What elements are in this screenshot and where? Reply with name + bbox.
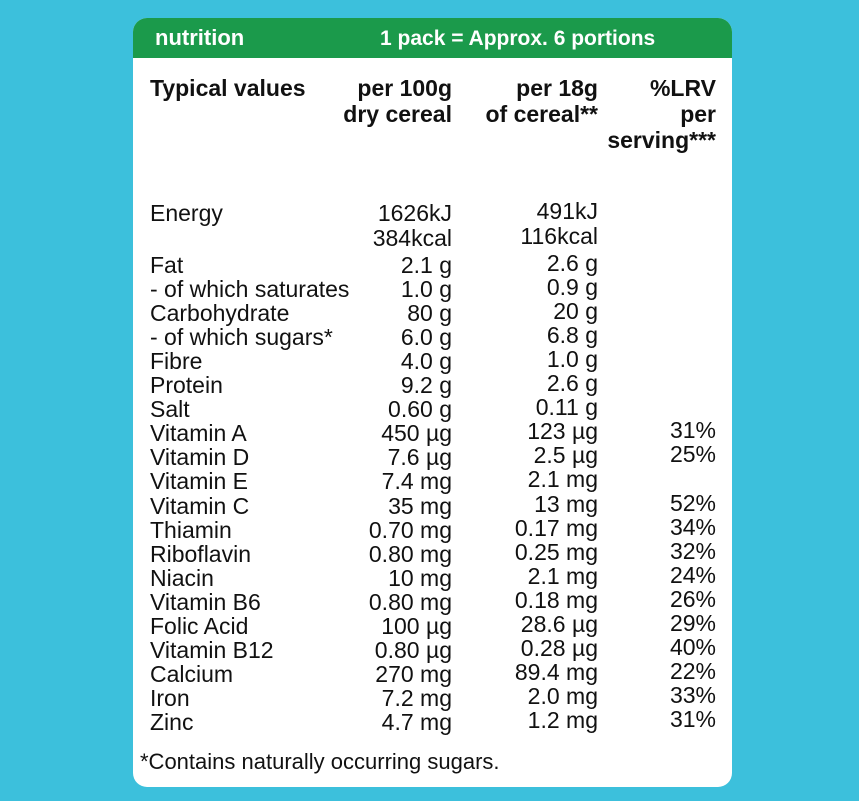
header-label: nutrition bbox=[155, 25, 245, 50]
column-header: per bbox=[680, 101, 716, 127]
value-18g: 2.6 g bbox=[546, 250, 598, 276]
row-label: Riboflavin bbox=[150, 540, 251, 567]
row-label: Niacin bbox=[150, 564, 214, 591]
value-100g: 10 mg bbox=[388, 564, 452, 591]
value-lrv: 34% bbox=[669, 513, 716, 540]
column-header: Typical values bbox=[150, 75, 306, 101]
value-18g: 20 g bbox=[553, 298, 598, 325]
value-lrv: 33% bbox=[669, 681, 716, 708]
row-label: Vitamin C bbox=[150, 492, 250, 519]
value-18g: 6.8 g bbox=[546, 322, 598, 349]
column-header: of cereal** bbox=[485, 101, 598, 127]
value-lrv: 31% bbox=[669, 705, 716, 732]
row-label: Vitamin B6 bbox=[150, 588, 261, 615]
value-100g: 0.70 mg bbox=[368, 516, 452, 543]
row-label: Vitamin A bbox=[150, 420, 247, 447]
value-18g: 1.0 g bbox=[546, 346, 598, 373]
value-100g: 9.2 g bbox=[400, 372, 452, 399]
row-label: - of which saturates bbox=[150, 276, 350, 303]
row-label: Carbohydrate bbox=[150, 300, 290, 327]
row-label: Vitamin E bbox=[150, 468, 249, 495]
value-100g: 7.2 mg bbox=[381, 684, 452, 711]
value-lrv: 24% bbox=[669, 561, 716, 588]
value-18g: 13 mg bbox=[534, 490, 598, 517]
row-label: Vitamin D bbox=[150, 444, 250, 471]
value-lrv: 40% bbox=[669, 633, 716, 660]
value-100g: 6.0 g bbox=[400, 324, 452, 351]
header-bar bbox=[133, 18, 732, 58]
value-lrv: 26% bbox=[669, 585, 716, 612]
value-100g: 4.7 mg bbox=[381, 708, 452, 735]
value-18g: 0.17 mg bbox=[514, 514, 598, 541]
value-18g: 0.25 mg bbox=[514, 538, 598, 565]
value-18g: 2.5 µg bbox=[533, 442, 598, 469]
column-header: dry cereal bbox=[343, 101, 452, 127]
value-100g: 80 g bbox=[407, 300, 452, 327]
value-18g: 89.4 mg bbox=[514, 658, 598, 685]
value-100g: 384kcal bbox=[372, 225, 452, 251]
value-100g: 4.0 g bbox=[400, 348, 452, 375]
value-100g: 1626kJ bbox=[377, 200, 452, 226]
row-label: Protein bbox=[150, 372, 223, 399]
value-18g: 2.1 mg bbox=[527, 466, 598, 493]
value-100g: 270 mg bbox=[375, 660, 452, 687]
row-label: Calcium bbox=[150, 660, 234, 687]
row-label: Fibre bbox=[150, 348, 203, 375]
value-18g: 2.0 mg bbox=[527, 682, 598, 709]
value-18g: 0.18 mg bbox=[514, 586, 598, 613]
row-label: Zinc bbox=[150, 708, 194, 735]
column-header: per 18g bbox=[516, 75, 598, 101]
footnote: *Contains naturally occurring sugars. bbox=[140, 749, 500, 774]
column-header: %LRV bbox=[649, 75, 716, 101]
value-lrv: 31% bbox=[669, 417, 716, 444]
row-label: - of which sugars* bbox=[150, 324, 333, 351]
header-portions: 1 pack = Approx. 6 portions bbox=[380, 27, 656, 50]
value-18g: 1.2 mg bbox=[527, 706, 598, 733]
row-label: Fat bbox=[150, 252, 184, 278]
value-18g: 0.28 µg bbox=[520, 634, 598, 661]
row-label: Salt bbox=[150, 396, 190, 423]
value-100g: 2.1 g bbox=[400, 252, 452, 278]
value-lrv: 52% bbox=[669, 489, 716, 516]
value-100g: 0.80 mg bbox=[368, 540, 452, 567]
value-18g: 28.6 µg bbox=[520, 610, 598, 637]
value-100g: 35 mg bbox=[388, 492, 452, 519]
row-label: Energy bbox=[150, 200, 223, 226]
value-lrv: 32% bbox=[669, 537, 716, 564]
value-100g: 450 µg bbox=[381, 420, 452, 447]
row-label: Thiamin bbox=[150, 516, 232, 543]
value-18g: 2.6 g bbox=[546, 370, 598, 397]
value-100g: 0.80 mg bbox=[368, 588, 452, 615]
row-label: Iron bbox=[150, 684, 190, 711]
value-18g: 0.11 g bbox=[535, 394, 598, 421]
value-18g: 2.1 mg bbox=[527, 562, 598, 589]
value-100g: 1.0 g bbox=[400, 276, 452, 303]
value-18g: 0.9 g bbox=[546, 274, 598, 301]
column-header: per 100g bbox=[357, 75, 452, 101]
value-100g: 0.60 g bbox=[388, 396, 452, 423]
row-label: Vitamin B12 bbox=[150, 636, 274, 663]
value-100g: 100 µg bbox=[381, 612, 452, 639]
row-label: Folic Acid bbox=[150, 612, 249, 639]
value-100g: 7.4 mg bbox=[381, 468, 452, 495]
column-header: serving*** bbox=[607, 127, 716, 153]
label-card bbox=[133, 18, 732, 787]
value-100g: 0.80 µg bbox=[374, 636, 452, 663]
value-lrv: 25% bbox=[669, 441, 716, 468]
value-18g: 123 µg bbox=[527, 418, 598, 445]
value-100g: 7.6 µg bbox=[387, 444, 452, 471]
value-18g: 491kJ bbox=[536, 198, 598, 224]
value-18g: 116kcal bbox=[520, 223, 598, 249]
value-lrv: 29% bbox=[669, 609, 716, 636]
value-lrv: 22% bbox=[669, 657, 716, 684]
